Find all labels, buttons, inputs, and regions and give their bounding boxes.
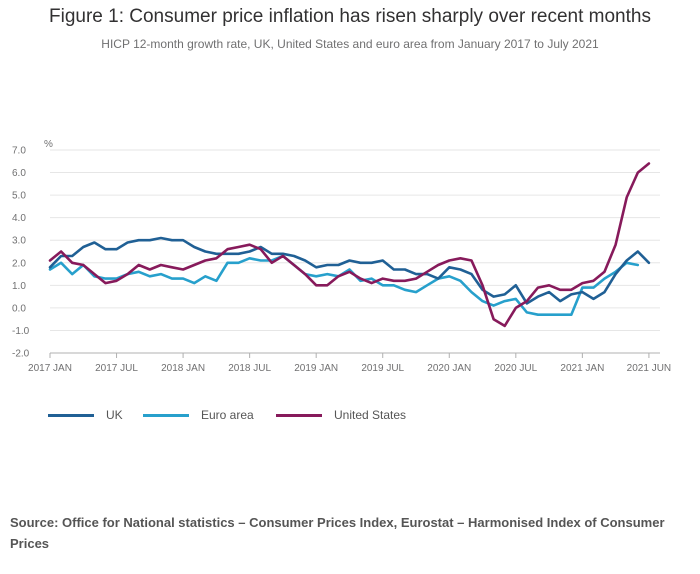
x-tick-label: 2019 JAN	[294, 363, 338, 374]
x-tick-label: 2021 JUN	[627, 363, 671, 374]
series-line-united-states	[48, 162, 651, 328]
x-tick-label: 2018 JUL	[228, 363, 271, 374]
x-tick-label: 2020 JUL	[494, 363, 537, 374]
chart-subtitle: HICP 12-month growth rate, UK, United St…	[101, 37, 599, 51]
y-tick-label: 2.0	[12, 258, 26, 269]
x-axis: 2017 JAN 2017 JUL 2018 JAN 2018 JUL 2019 JAN…	[28, 353, 671, 374]
gridlines	[50, 149, 660, 354]
x-tick-label: 2019 JUL	[361, 363, 404, 374]
legend-item-euro-area: Euro area	[143, 408, 254, 422]
y-tick-label: 4.0	[12, 213, 26, 224]
line-chart: 7.0 6.0 5.0 4.0 3.0 2.0 1.0 0.0 -1.0 -2.0 2017 JA…	[12, 139, 671, 374]
y-tick-label: 5.0	[12, 191, 26, 202]
x-tick-label: 2018 JAN	[161, 363, 205, 374]
y-axis: 7.0 6.0 5.0 4.0 3.0 2.0 1.0 0.0 -1.0 -2.0	[12, 146, 30, 360]
legend-swatch-euro-area	[143, 414, 189, 418]
legend-item-uk: UK	[48, 408, 123, 422]
chart-title: Figure 1: Consumer price inflation has r…	[49, 6, 651, 27]
x-tick-label: 2021 JAN	[560, 363, 604, 374]
source-note: Source: Office for National statistics –…	[10, 515, 665, 551]
legend-swatch-united-states	[276, 414, 322, 418]
y-tick-label: 7.0	[12, 146, 26, 157]
x-tick-label: 2017 JAN	[28, 363, 72, 374]
legend-swatch-uk	[48, 414, 94, 418]
y-tick-label: 1.0	[12, 281, 26, 292]
series-lines	[48, 162, 651, 328]
legend-label-uk: UK	[106, 408, 123, 422]
y-axis-label: %	[44, 139, 53, 150]
series-line-uk	[48, 236, 651, 305]
legend-label-united-states: United States	[334, 408, 407, 422]
x-tick-label: 2017 JUL	[95, 363, 138, 374]
legend-item-united-states: United States	[276, 408, 406, 422]
y-tick-label: -1.0	[12, 326, 30, 337]
y-tick-label: -2.0	[12, 349, 30, 360]
y-tick-label: 0.0	[12, 303, 26, 314]
legend-label-euro-area: Euro area	[201, 408, 254, 422]
x-tick-label: 2020 JAN	[427, 363, 471, 374]
y-tick-label: 6.0	[12, 168, 26, 179]
y-tick-label: 3.0	[12, 236, 26, 247]
